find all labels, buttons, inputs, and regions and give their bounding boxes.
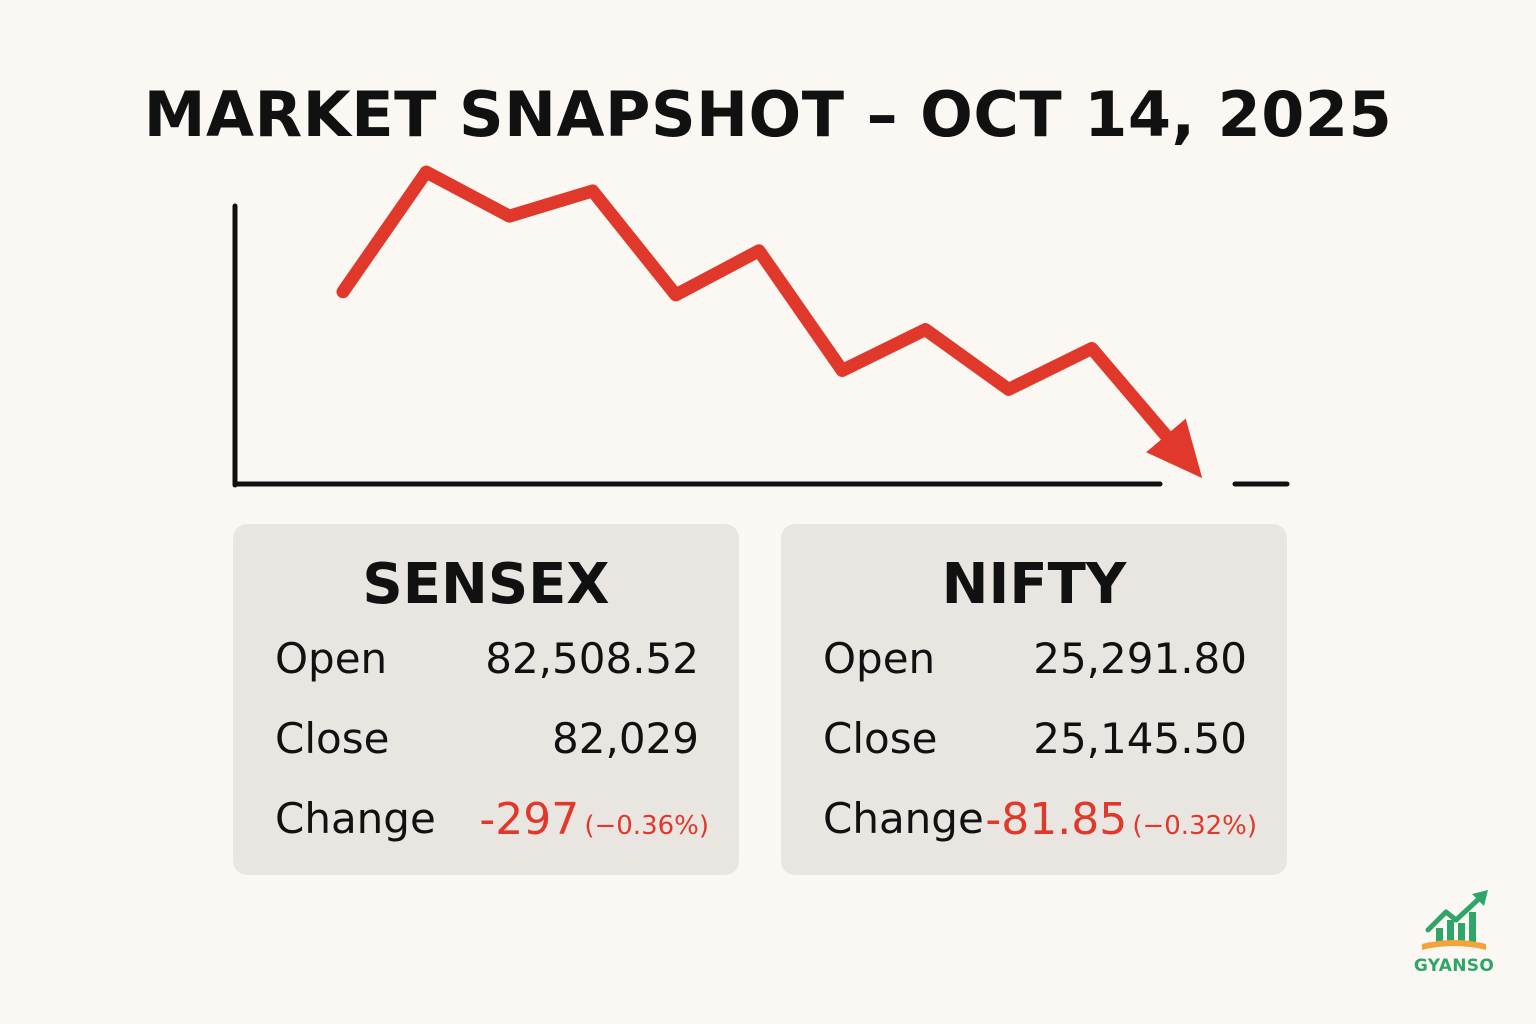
- sensex-close-value: 82,029: [552, 714, 699, 763]
- sensex-change-value: -297: [479, 794, 580, 845]
- brand-logo: GYANSO: [1408, 890, 1500, 980]
- page-title: MARKET SNAPSHOT – OCT 14, 2025: [143, 78, 1393, 151]
- nifty-change-percent: (−0.32%): [1132, 811, 1257, 841]
- sensex-title: SENSEX: [362, 552, 610, 617]
- nifty-open-value: 25,291.80: [1033, 634, 1247, 683]
- series-line: [336, 165, 1182, 453]
- growth-arrow-book-icon: [1422, 890, 1488, 950]
- down-arrow-head: [1146, 418, 1203, 479]
- brand-logo-text: GYANSO: [1413, 956, 1495, 976]
- nifty-card: NIFTY Open 25,291.80 Close 25,145.50 Cha…: [781, 524, 1287, 875]
- sensex-change: -297 (−0.36%): [479, 794, 709, 845]
- sensex-open-value: 82,508.52: [485, 634, 699, 683]
- nifty-close-label: Close: [823, 714, 938, 763]
- sensex-change-label: Change: [275, 794, 436, 843]
- nifty-change-value: -81.85: [985, 794, 1128, 845]
- nifty-change-label: Change: [823, 794, 984, 843]
- nifty-close-value: 25,145.50: [1033, 714, 1247, 763]
- sensex-change-percent: (−0.36%): [584, 811, 709, 841]
- nifty-title: NIFTY: [941, 552, 1127, 617]
- sensex-card: SENSEX Open 82,508.52 Close 82,029 Chang…: [233, 524, 739, 875]
- nifty-change: -81.85 (−0.32%): [985, 794, 1257, 845]
- sensex-close-label: Close: [275, 714, 390, 763]
- nifty-open-label: Open: [823, 634, 936, 683]
- sensex-open-label: Open: [275, 634, 388, 683]
